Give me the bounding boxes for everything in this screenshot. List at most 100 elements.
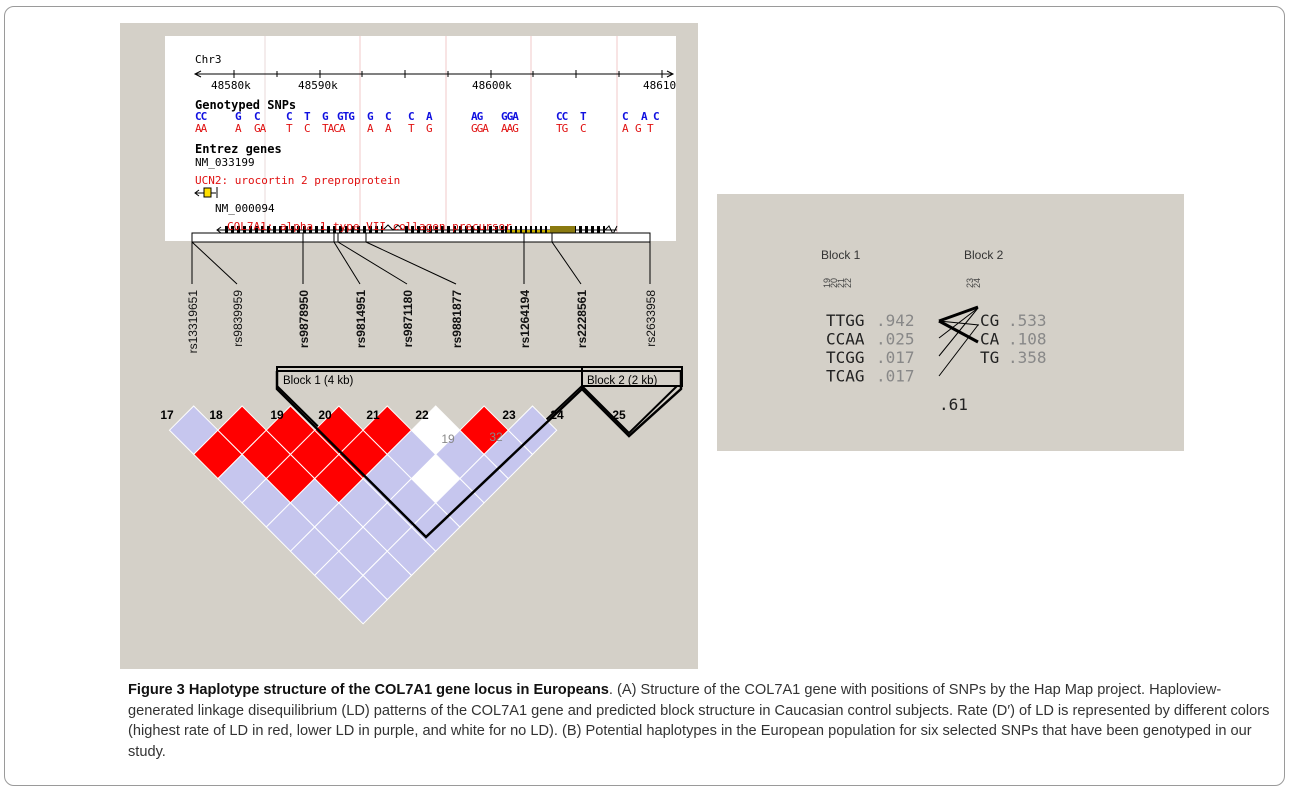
snp-allele: CC <box>556 110 568 123</box>
haplotype-sequence: TCGG <box>826 348 865 367</box>
snp-name: rs2633958 <box>644 290 658 347</box>
haplotype-sequence: CA <box>980 330 1000 349</box>
snp-allele: T <box>408 122 415 135</box>
snp-allele: CC <box>195 110 207 123</box>
block2-title: Block 2 <box>964 248 1004 262</box>
snp-major-alleles: CC G C C T G GTG G C C A AG GGA CC T C A C <box>195 110 675 123</box>
snp-allele: AAG <box>501 122 519 135</box>
ld-cell-value: 19 <box>441 432 455 446</box>
snp-name: rs9814951 <box>354 290 368 348</box>
snp-allele: G <box>235 110 242 123</box>
haplotype-sequence: CG <box>980 311 999 330</box>
haplotype-sequence: CCAA <box>826 330 865 349</box>
marker-number: 19 <box>822 278 832 288</box>
snp-allele: C <box>385 110 392 123</box>
snp-allele: T <box>647 122 654 135</box>
figure-caption: Figure 3 Haplotype structure of the COL7… <box>128 680 1278 762</box>
snp-name: rs13319651 <box>186 290 200 354</box>
col7a1-gene-model <box>216 224 618 236</box>
chromosome-label: Chr3 <box>195 53 222 66</box>
snp-allele: A <box>426 110 433 123</box>
snp-allele: G <box>367 110 374 123</box>
snp-allele: GA <box>254 122 266 135</box>
snp-allele: G <box>322 110 329 123</box>
snp-minor-alleles: AA A GA T C TACA A A T G GGA AAG TG C A G T <box>195 122 675 135</box>
multiallelic-dprime: .61 <box>939 395 968 414</box>
snp-number: 24 <box>550 408 564 422</box>
snp-allele: C <box>304 122 311 135</box>
snp-allele: C <box>580 122 587 135</box>
marker-number: 20 <box>829 278 839 288</box>
gene2-description: COL7A1: alpha 1 type VII collagen precur… <box>227 220 512 233</box>
panel-b-haplotypes: Block 1 Block 2 19 20 21 22 23 24 TTGG .942 CC… <box>717 194 1184 451</box>
snp-name: rs9839959 <box>231 290 245 347</box>
coord-label: 48600k <box>472 79 512 92</box>
snp-allele: C <box>408 110 415 123</box>
snp-number-labels: 17 18 19 20 21 22 23 24 25 <box>160 408 626 422</box>
snp-number: 23 <box>502 408 516 422</box>
gene1-description: UCN2: urocortin 2 preproprotein <box>195 174 401 187</box>
gene2-accession: NM_000094 <box>215 202 275 215</box>
snp-allele: A <box>641 110 648 123</box>
haplotype-frequency: .942 <box>876 311 915 330</box>
haplotype-frequency: .533 <box>1008 311 1047 330</box>
snp-allele: T <box>580 110 587 123</box>
snp-name: rs2228561 <box>575 290 589 348</box>
snp-name: rs9881877 <box>450 290 464 348</box>
snp-name: rs9878950 <box>297 290 311 348</box>
marker-number: 24 <box>972 278 982 288</box>
snp-number: 25 <box>612 408 626 422</box>
gene-track-title: Entrez genes <box>195 142 282 156</box>
snp-allele: G <box>426 122 433 135</box>
genome-browser-view: Chr3 48580k 48590k 48600k 48610k Genotyp… <box>165 36 676 241</box>
snp-connector-lines <box>191 241 651 285</box>
block2-label: Block 2 (2 kb) <box>587 375 657 387</box>
caption-title: Figure 3 Haplotype structure of the COL7… <box>128 682 609 698</box>
haplotype-frequency: .017 <box>876 367 915 386</box>
caption-text: . (A) Structure of the COL7A1 gene with … <box>128 682 1270 760</box>
snp-number: 17 <box>160 408 174 422</box>
snp-allele: AA <box>195 122 207 135</box>
gene1-accession: NM_033199 <box>195 156 255 169</box>
snp-allele: T <box>304 110 311 123</box>
snp-track-title: Genotyped SNPs <box>195 98 297 112</box>
haplotype-frequency: .025 <box>876 330 915 349</box>
block2-haplotypes: CG .533 CA .108 TG .358 <box>980 311 1047 367</box>
snp-allele: A <box>367 122 374 135</box>
haplotype-sequence: TTGG <box>826 311 865 330</box>
haplotype-connections <box>938 305 980 377</box>
snp-allele: GGA <box>501 110 519 123</box>
snp-allele: TACA <box>322 122 345 135</box>
coord-label: 48580k <box>211 79 251 92</box>
marker-number: 22 <box>843 278 853 288</box>
snp-allele: C <box>254 110 261 123</box>
snp-allele: TG <box>556 122 568 135</box>
snp-number: 22 <box>415 408 429 422</box>
snp-number: 18 <box>209 408 223 422</box>
snp-allele: C <box>653 110 660 123</box>
marker-number: 23 <box>965 278 975 288</box>
snp-allele: A <box>235 122 242 135</box>
block1-title: Block 1 <box>821 248 861 262</box>
snp-allele: T <box>286 122 293 135</box>
snp-allele: C <box>622 110 629 123</box>
snp-name: rs1264194 <box>518 290 532 348</box>
snp-number: 19 <box>270 408 284 422</box>
snp-number: 20 <box>318 408 332 422</box>
haplotype-frequency: .017 <box>876 348 915 367</box>
snp-position-bar <box>191 232 651 243</box>
ld-block-outline-overlay <box>275 370 683 539</box>
browser-graphics <box>193 36 675 241</box>
snp-name-labels: rs13319651 rs9839959 rs9878950 rs9814951 rs9… <box>186 290 658 354</box>
coord-label: 48610k <box>643 79 676 92</box>
block1-haplotypes: TTGG .942 CCAA .025 TCGG .017 TCAG .017 <box>826 311 915 386</box>
coord-label: 48590k <box>298 79 338 92</box>
snp-allele: C <box>286 110 293 123</box>
ld-plot-graphics: rs13319651 rs9839959 rs9878950 rs9814951 rs9… <box>160 232 683 625</box>
haplotype-frequency: .108 <box>1008 330 1047 349</box>
snp-allele: GGA <box>471 122 489 135</box>
haplotype-frequency: .358 <box>1008 348 1047 367</box>
